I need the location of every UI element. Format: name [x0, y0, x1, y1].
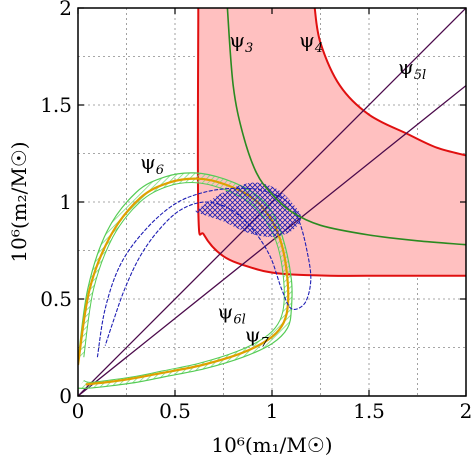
- psi3-curve: [226, 8, 466, 246]
- series-layer: [78, 8, 466, 396]
- psi7-curve: [78, 177, 290, 386]
- x-tick-label: 2: [460, 399, 473, 423]
- psi6-outer-edge: [78, 172, 293, 389]
- psi5-line: [78, 85, 466, 396]
- label-psi3: ψ3: [229, 28, 253, 56]
- x-axis-label: 10⁶(m₁/M☉): [211, 433, 332, 457]
- x-tick-label: 0.5: [159, 399, 191, 423]
- y-tick-label: 1.5: [40, 93, 72, 117]
- axes: 00 0.5 0.5 1 1 1.5 1.5 2 2 10⁶(m₁/M☉) 10⁶(m₂/M☉): [7, 0, 472, 457]
- psi4-inner-edge: [313, 8, 466, 157]
- y-axis-label: 10⁶(m₂/M☉): [7, 141, 31, 262]
- x-tick-label: 0: [72, 399, 85, 423]
- label-psi4: ψ4: [299, 28, 323, 56]
- y-tick-label: 1: [59, 190, 72, 214]
- label-psi7: ψ7: [245, 323, 270, 351]
- psi4-outer-edge: [196, 8, 466, 277]
- x-tick-label: 1.5: [353, 399, 385, 423]
- psi6l-curve: [96, 187, 312, 358]
- y-tick-label: 0.5: [40, 287, 72, 311]
- psi6-inner-edge: [83, 182, 285, 383]
- label-psi6: ψ6: [140, 150, 164, 178]
- label-psi5l: ψ5l: [398, 55, 426, 83]
- x-tick-label: 1: [266, 399, 279, 423]
- label-psi6l: ψ6l: [218, 299, 246, 327]
- y-tick-label: 2: [59, 0, 72, 20]
- y-tick-label: 0: [59, 384, 72, 408]
